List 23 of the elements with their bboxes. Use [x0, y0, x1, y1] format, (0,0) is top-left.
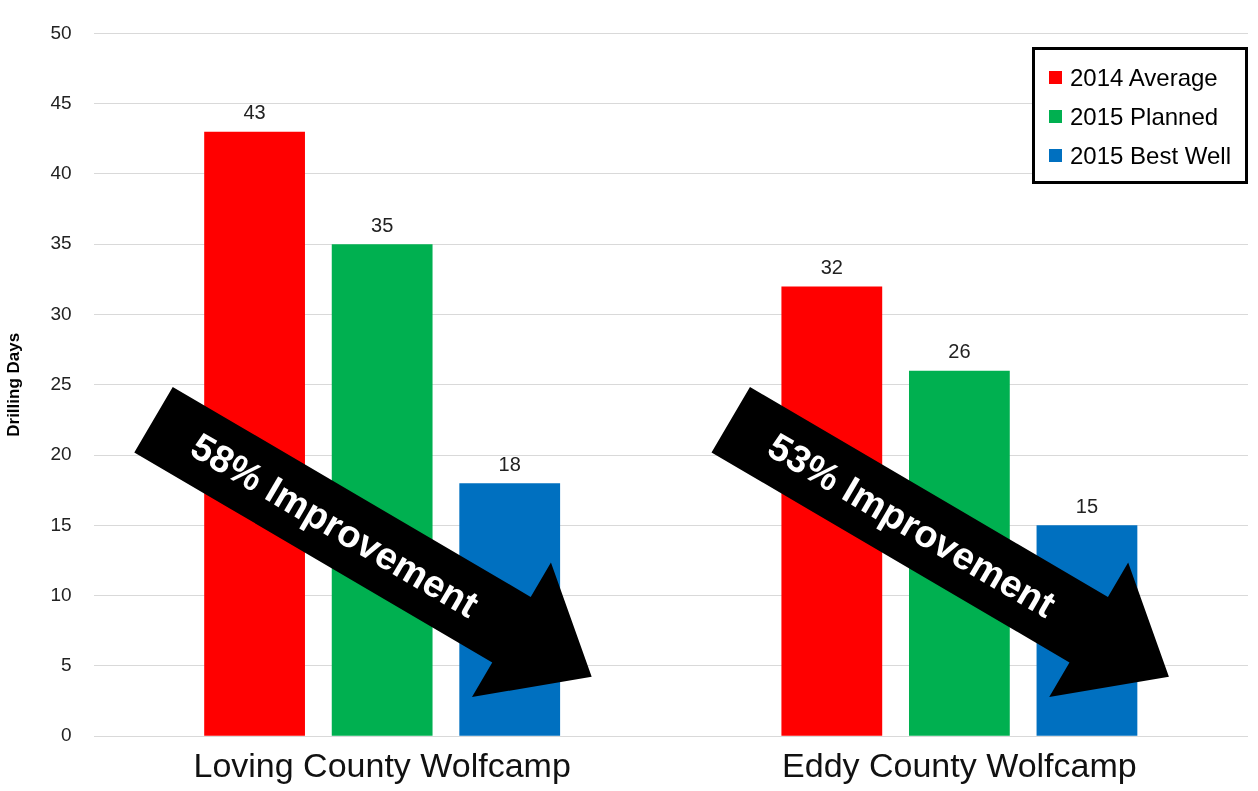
x-tick-label: Eddy County Wolfcamp: [782, 745, 1137, 784]
y-tick-label: 5: [60, 654, 72, 676]
legend-label: 2015 Best Well: [1070, 141, 1231, 170]
data-label: 35: [371, 213, 394, 236]
y-tick-label: 20: [50, 443, 72, 465]
y-tick-label: 15: [50, 513, 72, 535]
x-tick-label: Loving County Wolfcamp: [193, 745, 571, 784]
legend-label: 2014 Average: [1070, 63, 1218, 92]
y-tick-label: 45: [50, 91, 72, 113]
data-label: 26: [948, 340, 971, 363]
legend-label: 2015 Planned: [1070, 102, 1219, 131]
data-label: 15: [1075, 494, 1099, 517]
y-axis-title: Drilling Days: [3, 332, 23, 437]
data-label: 32: [820, 255, 843, 278]
y-tick-label: 25: [50, 373, 72, 395]
y-tick-label: 50: [50, 21, 72, 43]
y-tick-label: 35: [50, 232, 72, 254]
y-tick-label: 0: [60, 724, 72, 746]
y-tick-label: 40: [50, 162, 72, 184]
y-tick-label: 10: [50, 583, 72, 605]
data-label: 43: [243, 101, 266, 124]
data-label: 18: [498, 452, 521, 475]
y-tick-label: 30: [50, 302, 72, 324]
